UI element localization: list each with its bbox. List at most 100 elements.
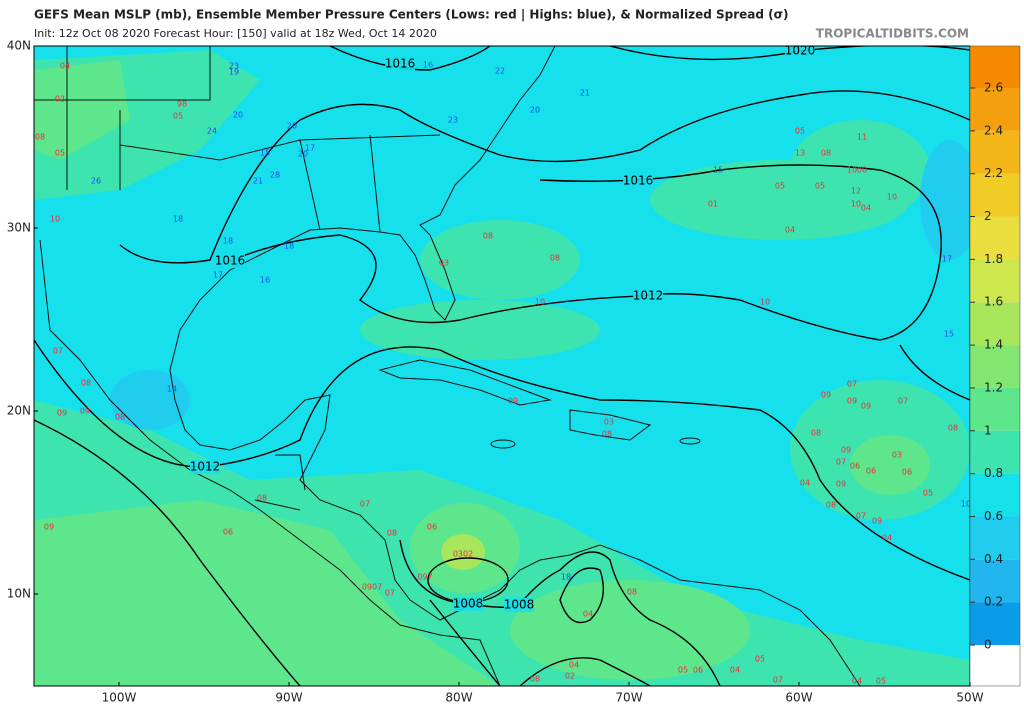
colorbar-segment xyxy=(970,130,1020,174)
low-center: 08 xyxy=(530,675,540,684)
low-center: 08 xyxy=(35,133,45,142)
high-center: 18 xyxy=(561,573,571,582)
low-center: 98 xyxy=(177,100,187,109)
low-center: 05 xyxy=(755,655,765,664)
colorbar-label: 1.2 xyxy=(984,380,1003,394)
colorbar-label: 1 xyxy=(984,423,992,437)
low-center: 05 xyxy=(55,149,65,158)
low-center: 10 xyxy=(847,166,857,175)
high-center: 22 xyxy=(495,67,505,76)
high-center: 17 xyxy=(942,255,952,264)
low-center: 04 xyxy=(583,610,593,619)
colorbar-label: 1.4 xyxy=(984,338,1003,352)
low-center: 09 xyxy=(821,391,831,400)
isobar-label-bg xyxy=(190,460,220,474)
high-center: 23 xyxy=(448,116,458,125)
low-center: 03 xyxy=(439,259,449,268)
low-center: 07 xyxy=(836,458,846,467)
colorbar-label: 2.6 xyxy=(984,81,1003,95)
low-center: 00 xyxy=(857,166,867,175)
colorbar-segment xyxy=(970,387,1020,431)
low-center: 0302 xyxy=(453,550,473,559)
low-center: 04 xyxy=(852,677,862,686)
low-center: 05 xyxy=(173,112,183,121)
colorbar-frame xyxy=(969,45,1021,687)
colorbar-label: 0.8 xyxy=(984,466,1003,480)
colorbar-segment xyxy=(970,259,1020,303)
high-center: 17 xyxy=(213,271,223,280)
low-center: 09 xyxy=(861,402,871,411)
low-center: 07 xyxy=(856,512,866,521)
low-center: 097 xyxy=(417,573,432,582)
subtitle: Init: 12z Oct 08 2020 Forecast Hour: [15… xyxy=(34,27,437,40)
high-center: 19 xyxy=(229,68,239,77)
high-center: 10 xyxy=(961,500,971,509)
isobar-label-bg xyxy=(785,46,815,58)
high-center: 15 xyxy=(260,149,270,158)
lon-label: 100W xyxy=(102,691,137,705)
colorbar-segment xyxy=(970,88,1020,131)
low-center: 06 xyxy=(693,666,703,675)
low-center: 13 xyxy=(795,149,805,158)
low-center: 03 xyxy=(604,418,614,427)
high-center: 15 xyxy=(944,330,954,339)
low-center: 03 xyxy=(892,451,902,460)
low-center: 06 xyxy=(902,468,912,477)
high-center: 18 xyxy=(284,242,294,251)
lon-label: 60W xyxy=(785,691,812,705)
low-center: 04 xyxy=(60,62,70,71)
low-center: 09 xyxy=(872,517,882,526)
colorbar: 0 0.2 0.4 0.6 0.8 1 1.2 1.4 1.6 1.8 2 2.2 2.4 2.6 xyxy=(970,46,1020,686)
high-center: 20 xyxy=(233,111,243,120)
title: GEFS Mean MSLP (mb), Ensemble Member Pre… xyxy=(34,8,788,22)
low-center: 10 xyxy=(760,298,770,307)
low-center: 06 xyxy=(866,467,876,476)
high-center: 26 xyxy=(91,177,101,186)
high-center: 28 xyxy=(270,171,280,180)
low-center: 0907 xyxy=(362,583,382,592)
low-center: 05 xyxy=(815,182,825,191)
colorbar-segment xyxy=(970,430,1020,474)
low-center: 07 xyxy=(385,589,395,598)
low-center: 09 xyxy=(841,446,851,455)
high-center: 17 xyxy=(305,144,315,153)
colorbar-label: 2.4 xyxy=(984,123,1003,137)
isobar-label-bg xyxy=(633,289,663,303)
high-center: 23 xyxy=(229,62,239,71)
low-center: 08 xyxy=(811,429,821,438)
high-center: 21 xyxy=(580,89,590,98)
low-center: 08 xyxy=(627,588,637,597)
lat-label: 20N xyxy=(7,404,31,418)
low-center: 10 xyxy=(50,215,60,224)
low-center: 04 xyxy=(569,661,579,670)
low-center: 06 xyxy=(223,528,233,537)
high-center: 18 xyxy=(173,215,183,224)
low-center: 08 xyxy=(115,413,125,422)
low-center: 08 xyxy=(602,430,612,439)
low-center: 10 xyxy=(535,298,545,307)
colorbar-segment xyxy=(970,345,1020,388)
low-center: 09 xyxy=(847,397,857,406)
high-center: 20 xyxy=(530,106,540,115)
colorbar-label: 2 xyxy=(984,209,992,223)
credit: TROPICALTIDBITS.COM xyxy=(816,27,969,41)
isobar-label-bg xyxy=(504,598,534,612)
colorbar-label: 0.6 xyxy=(984,509,1003,523)
isobar-label: 1012 xyxy=(633,289,664,303)
colorbar-segment xyxy=(970,602,1020,645)
low-center: 11 xyxy=(857,133,867,142)
colorbar-label: 0.2 xyxy=(984,595,1003,609)
high-center: 18 xyxy=(223,237,233,246)
isobar-label-bg xyxy=(215,254,245,268)
high-center: 21 xyxy=(253,177,263,186)
high-center: 16 xyxy=(423,61,433,70)
lon-label: 90W xyxy=(275,691,302,705)
low-center: 07 xyxy=(360,500,370,509)
isobar-label-bg xyxy=(453,597,483,611)
low-center: 04 xyxy=(861,204,871,213)
spread-patches xyxy=(34,50,970,686)
lon-label: 80W xyxy=(445,691,472,705)
low-center: 05 xyxy=(876,677,886,686)
